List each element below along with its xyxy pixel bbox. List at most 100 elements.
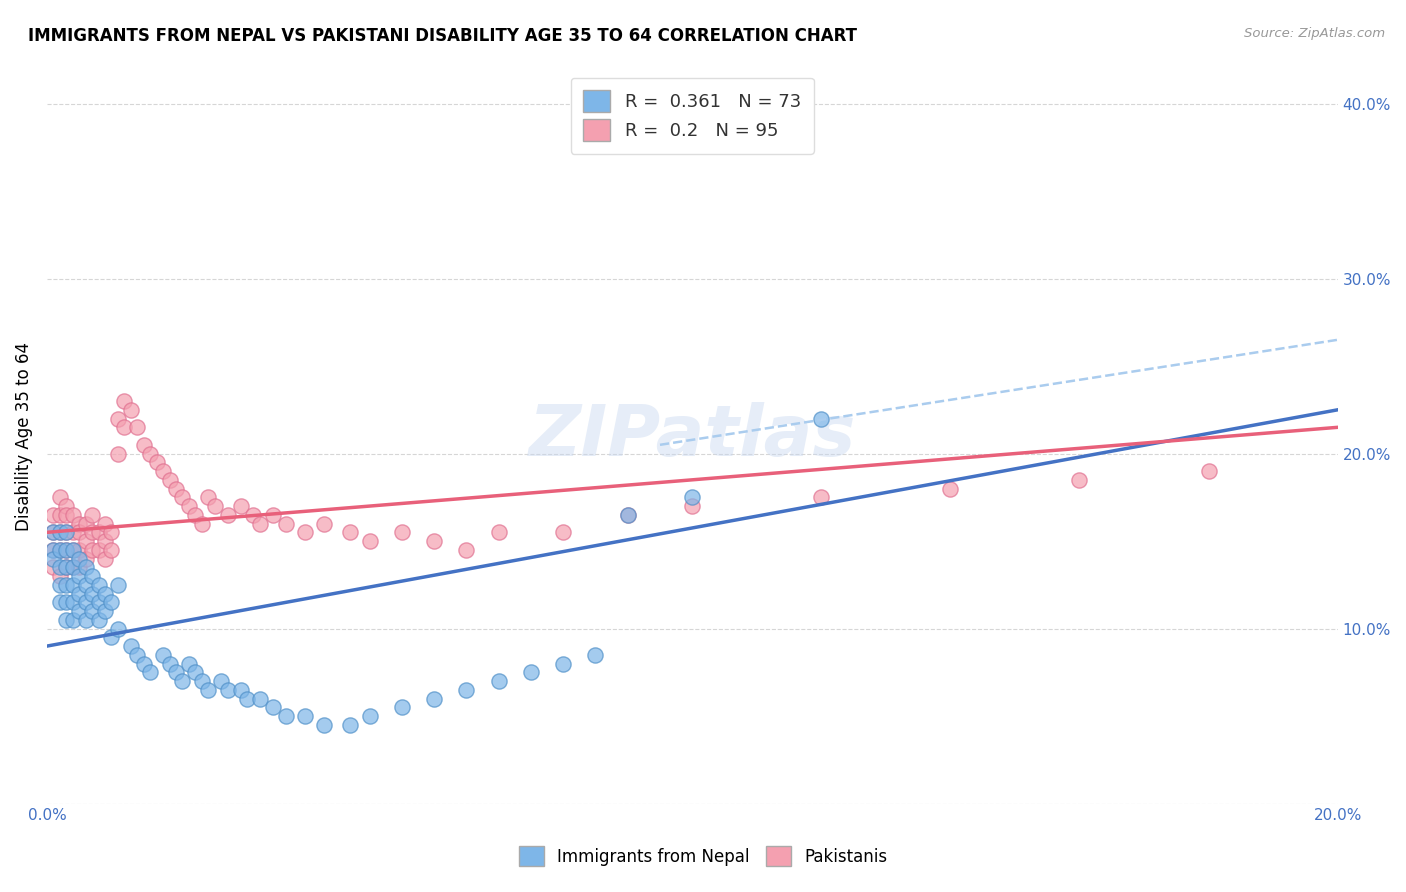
Point [177, 499, 200, 513]
Point [42, 508, 65, 522]
Point [456, 682, 478, 697]
Point [100, 525, 122, 540]
Point [197, 682, 219, 697]
Point [75, 551, 97, 566]
Point [294, 525, 316, 540]
Point [616, 508, 638, 522]
Y-axis label: Disability Age 35 to 64: Disability Age 35 to 64 [15, 342, 32, 531]
Point [62, 542, 84, 557]
Point [112, 394, 135, 409]
Point [184, 508, 207, 522]
Point [55, 613, 77, 627]
Point [139, 446, 162, 460]
Point [42, 560, 65, 574]
Point [249, 516, 271, 531]
Point [80, 525, 103, 540]
Point [152, 464, 174, 478]
Point [67, 525, 90, 540]
Point [67, 569, 90, 583]
Point [165, 665, 187, 680]
Point [75, 595, 97, 609]
Point [553, 657, 575, 671]
Point [107, 411, 129, 425]
Point [262, 700, 284, 714]
Point [204, 499, 226, 513]
Point [55, 560, 77, 574]
Point [87, 613, 110, 627]
Point [145, 455, 167, 469]
Point [62, 560, 84, 574]
Point [229, 682, 252, 697]
Point [67, 542, 90, 557]
Point [681, 499, 703, 513]
Point [132, 657, 155, 671]
Point [75, 516, 97, 531]
Point [242, 508, 264, 522]
Point [94, 516, 117, 531]
Point [49, 525, 72, 540]
Point [359, 534, 381, 549]
Point [49, 595, 72, 609]
Point [87, 595, 110, 609]
Point [152, 648, 174, 662]
Point [139, 665, 162, 680]
Point [80, 586, 103, 600]
Point [49, 542, 72, 557]
Point [488, 525, 510, 540]
Point [55, 499, 77, 513]
Point [42, 525, 65, 540]
Point [55, 525, 77, 540]
Point [314, 718, 336, 732]
Point [1198, 464, 1220, 478]
Point [80, 569, 103, 583]
Point [423, 691, 446, 706]
Point [132, 438, 155, 452]
Point [87, 578, 110, 592]
Point [62, 542, 84, 557]
Point [94, 604, 117, 618]
Point [217, 682, 239, 697]
Point [553, 525, 575, 540]
Point [62, 578, 84, 592]
Point [616, 508, 638, 522]
Point [42, 542, 65, 557]
Point [274, 516, 297, 531]
Point [191, 516, 214, 531]
Point [94, 586, 117, 600]
Point [42, 542, 65, 557]
Point [67, 560, 90, 574]
Point [810, 491, 832, 505]
Point [391, 525, 413, 540]
Point [107, 446, 129, 460]
Point [55, 578, 77, 592]
Point [391, 700, 413, 714]
Point [62, 595, 84, 609]
Point [75, 534, 97, 549]
Point [100, 631, 122, 645]
Point [112, 420, 135, 434]
Point [229, 499, 252, 513]
Point [67, 551, 90, 566]
Point [236, 691, 259, 706]
Legend: R =  0.361   N = 73, R =  0.2   N = 95: R = 0.361 N = 73, R = 0.2 N = 95 [571, 78, 814, 154]
Point [80, 542, 103, 557]
Legend: Immigrants from Nepal, Pakistanis: Immigrants from Nepal, Pakistanis [510, 838, 896, 875]
Point [87, 525, 110, 540]
Point [339, 718, 361, 732]
Point [49, 569, 72, 583]
Point [42, 525, 65, 540]
Point [55, 508, 77, 522]
Point [209, 674, 232, 689]
Point [217, 508, 239, 522]
Point [67, 586, 90, 600]
Point [80, 508, 103, 522]
Text: IMMIGRANTS FROM NEPAL VS PAKISTANI DISABILITY AGE 35 TO 64 CORRELATION CHART: IMMIGRANTS FROM NEPAL VS PAKISTANI DISAB… [28, 27, 858, 45]
Point [165, 482, 187, 496]
Point [107, 622, 129, 636]
Point [120, 402, 142, 417]
Point [585, 648, 607, 662]
Point [55, 560, 77, 574]
Point [67, 516, 90, 531]
Point [75, 578, 97, 592]
Point [314, 516, 336, 531]
